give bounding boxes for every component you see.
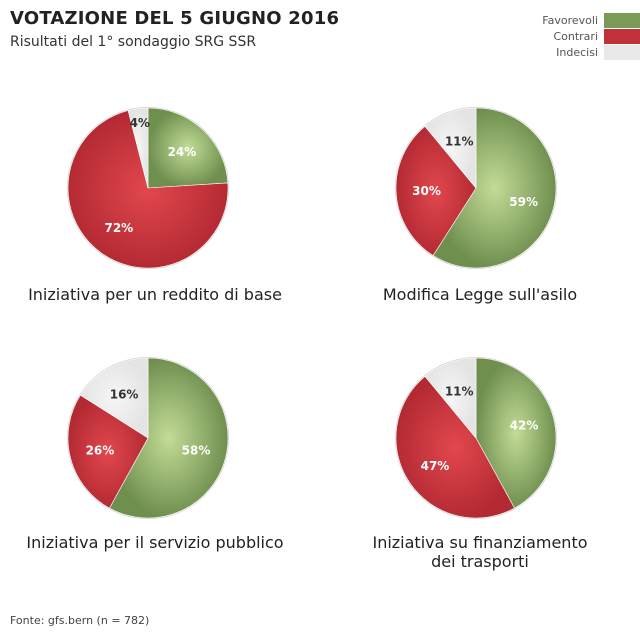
label-indecisi: 16% (110, 388, 139, 402)
slice-contrari (67, 110, 229, 269)
legend-swatch (604, 44, 640, 60)
pie-caption-line: dei trasporti (431, 552, 529, 571)
legend-label: Indecisi (556, 45, 598, 59)
label-favorevoli: 58% (182, 443, 211, 457)
slice-indecisi (424, 107, 477, 189)
legend-label: Favorevoli (542, 13, 598, 27)
slice-favorevoli (109, 357, 229, 519)
pie-caption-asilo: Modifica Legge sull'asilo (382, 285, 578, 304)
label-favorevoli: 59% (509, 195, 538, 209)
label-favorevoli: 24% (168, 145, 197, 159)
label-contrari: 30% (412, 184, 441, 198)
legend: Favorevoli Contrari Indecisi (480, 12, 640, 60)
label-indecisi: 4% (130, 116, 150, 130)
slice-indecisi (80, 357, 149, 439)
slice-favorevoli (147, 107, 229, 189)
legend-item-contrari: Contrari (480, 28, 640, 44)
label-indecisi: 11% (445, 384, 474, 398)
label-contrari: 47% (421, 459, 450, 473)
legend-item-favorevoli: Favorevoli (480, 12, 640, 28)
pie-outline (395, 107, 557, 269)
label-indecisi: 11% (445, 134, 474, 148)
label-contrari: 72% (104, 221, 133, 235)
slice-favorevoli (432, 107, 557, 269)
slice-indecisi (424, 357, 477, 439)
slice-favorevoli (475, 357, 557, 509)
slice-contrari (395, 125, 477, 256)
legend-swatch (604, 12, 640, 28)
chart-title: VOTAZIONE DEL 5 GIUGNO 2016 (10, 8, 340, 29)
label-favorevoli: 42% (510, 419, 539, 433)
legend-item-indecisi: Indecisi (480, 44, 640, 60)
pie-caption-reddito: Iniziativa per un reddito di base (28, 285, 282, 304)
legend-label: Contrari (553, 29, 598, 43)
legend-swatch (604, 28, 640, 44)
slice-contrari (395, 375, 515, 519)
pie-outline (67, 357, 229, 519)
pie-caption-servizio: Iniziativa per il servizio pubblico (26, 533, 284, 552)
slice-indecisi (127, 107, 149, 189)
label-contrari: 26% (86, 443, 115, 457)
chart-subtitle: Risultati del 1° sondaggio SRG SSR (10, 34, 257, 50)
pie-caption-trasporti: Iniziativa su finanziamento dei trasport… (330, 533, 630, 571)
slice-contrari (67, 394, 149, 509)
pie-outline (67, 107, 229, 269)
pie-caption-line: Iniziativa su finanziamento (372, 533, 588, 552)
pie-outline (395, 357, 557, 519)
source-note: Fonte: gfs.bern (n = 782) (10, 614, 150, 627)
